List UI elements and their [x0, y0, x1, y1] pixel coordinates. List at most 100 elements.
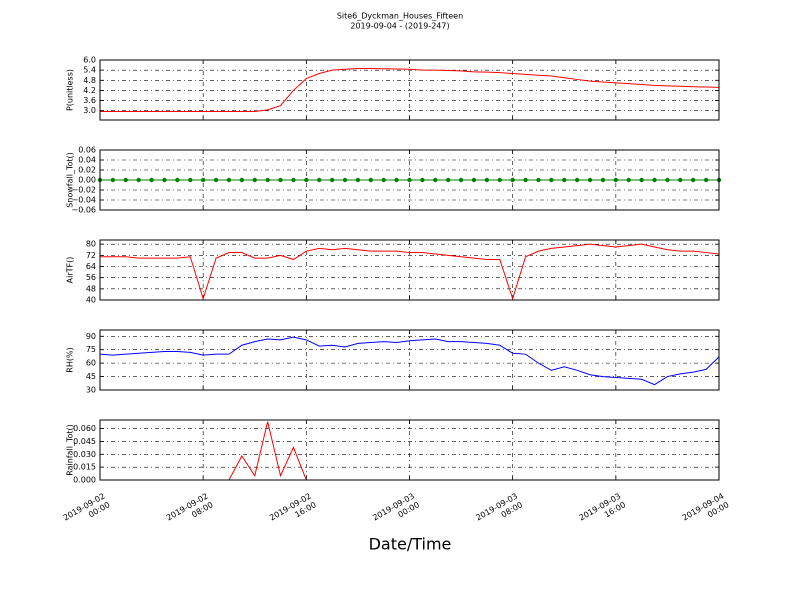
y-tick-label: 4.8: [83, 76, 96, 85]
data-point: [407, 177, 412, 183]
x-tick-label: 2019-09-0300:00: [371, 491, 421, 531]
data-point: [626, 177, 631, 183]
x-tick-label: 2019-09-0400:00: [680, 491, 730, 531]
x-axis-label: Date/Time: [369, 535, 452, 554]
data-point: [329, 177, 335, 183]
y-axis-label: P(unitless): [66, 69, 75, 111]
data-point: [458, 177, 464, 183]
subplot: 40 48 56 64 72 80 AirTF(): [66, 239, 720, 305]
data-point: [497, 177, 502, 183]
data-point: [691, 177, 696, 183]
data-point: [368, 177, 374, 183]
data-point: [665, 177, 670, 183]
y-tick-label: 6.0: [83, 56, 96, 65]
data-point: [510, 177, 515, 183]
y-axis-label: RH(%): [66, 347, 75, 372]
x-tick-label: 2019-09-0208:00: [165, 491, 215, 531]
y-tick-label: 3.6: [83, 96, 96, 105]
y-tick-label: −0.02: [71, 186, 96, 195]
y-axis-label: AirTF(): [66, 257, 75, 284]
x-tick-label: 2019-09-0308:00: [474, 491, 524, 531]
y-tick-label: 0.060: [73, 424, 96, 433]
y-tick-label: 0.02: [78, 166, 96, 175]
data-line: [100, 67, 720, 113]
data-point: [123, 177, 128, 183]
data-point: [291, 177, 296, 183]
subplot: 3.03.64.24.85.46.0 P(unitless): [66, 56, 720, 121]
data-point: [200, 177, 206, 183]
y-tick-label: 0.00: [78, 176, 96, 185]
y-tick-label: 4.2: [83, 86, 96, 95]
y-tick-label: 90: [86, 332, 96, 341]
data-point: [252, 177, 257, 183]
x-tick-label: 2019-09-0216:00: [268, 491, 318, 531]
y-tick-label: 64: [86, 262, 96, 271]
data-point: [574, 177, 580, 183]
data-point: [562, 177, 567, 183]
data-point: [587, 177, 593, 183]
figure-subtitle: 2019-09-04 - (2019-247): [350, 22, 449, 31]
plot-frame: [99, 419, 720, 481]
y-tick-label: −0.06: [71, 206, 96, 215]
y-axis-label: Rainfall_Tot(): [66, 424, 75, 476]
y-tick-label: 0.015: [73, 463, 96, 472]
y-tick-label: 0.045: [73, 437, 96, 446]
data-point: [355, 177, 361, 183]
data-point: [613, 177, 619, 183]
data-point: [678, 177, 683, 183]
y-tick-label: 75: [86, 345, 96, 354]
subplot: 0.000 0.015 0.030 0.045 0.060 2019-09-0200:00…: [61, 419, 730, 531]
y-tick-label: 40: [86, 296, 96, 305]
figure-title: Site6_Dyckman_Houses_Fifteen: [337, 12, 463, 21]
data-point: [149, 177, 154, 183]
y-tick-label: 3.0: [83, 106, 96, 115]
plot-frame: [99, 149, 720, 211]
data-point: [536, 177, 541, 183]
data-point: [523, 177, 528, 183]
y-tick-label: 0.06: [78, 146, 96, 155]
data-point: [394, 177, 399, 183]
data-point: [136, 177, 141, 183]
y-tick-label: 45: [86, 372, 96, 381]
y-tick-label: 72: [86, 251, 96, 260]
data-point: [381, 177, 386, 183]
data-point: [162, 177, 167, 183]
y-tick-label: 56: [86, 273, 96, 282]
data-point: [549, 177, 554, 183]
y-tick-label: 30: [86, 386, 96, 395]
data-point: [600, 177, 606, 183]
data-point: [239, 177, 245, 183]
y-tick-label: −0.04: [71, 196, 96, 205]
y-axis-label: Snowfall_Tot(): [66, 152, 75, 208]
data-point: [278, 177, 283, 183]
plot-frame: [99, 329, 720, 391]
data-point: [175, 177, 180, 183]
data-point: [639, 177, 644, 183]
subplot: 30 45 60 75 90 RH(%): [66, 329, 720, 395]
data-point: [304, 177, 309, 183]
data-point: [420, 177, 425, 183]
data-point: [226, 177, 232, 183]
data-point: [445, 177, 451, 183]
y-tick-label: 80: [86, 240, 96, 249]
data-point: [213, 177, 219, 183]
y-tick-label: 0.000: [73, 476, 96, 485]
data-line: [99, 336, 720, 386]
data-line: [100, 243, 720, 301]
plot-frame: [99, 239, 720, 301]
data-point: [110, 177, 116, 183]
x-tick-label: 2019-09-0316:00: [577, 491, 627, 531]
data-point: [471, 177, 477, 183]
data-point: [703, 177, 709, 183]
y-tick-label: 48: [86, 284, 96, 293]
data-point: [652, 177, 657, 183]
data-point: [265, 177, 270, 183]
data-point: [433, 177, 438, 183]
y-tick-label: 5.4: [83, 66, 96, 75]
subplot: −0.06−0.04−0.020.000.020.040.06Snowfall_…: [66, 146, 722, 215]
x-tick-label: 2019-09-0200:00: [61, 491, 111, 531]
data-point: [342, 177, 348, 183]
data-point: [317, 177, 322, 183]
y-tick-label: 0.030: [73, 450, 96, 459]
